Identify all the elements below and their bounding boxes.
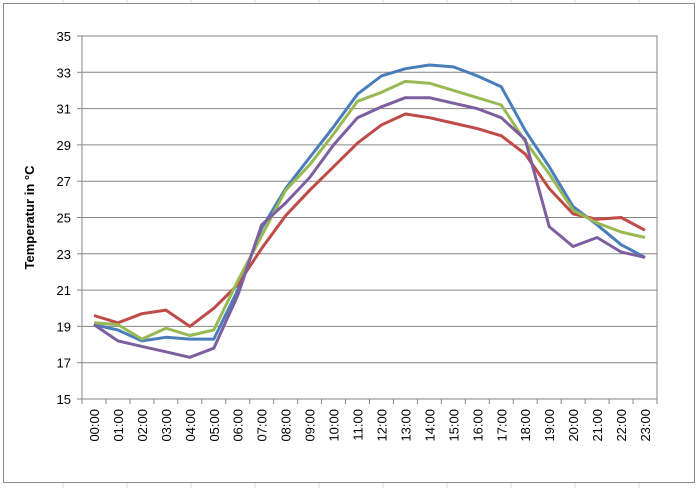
y-tick-label: 17 [57,356,71,371]
y-axis-title: Temperatur in °C [22,165,37,270]
x-tick-label: 23:00 [638,409,653,442]
x-tick-label: 20:00 [566,409,581,442]
x-tick-label: 01:00 [111,409,126,442]
series-line-3[interactable] [93,79,646,341]
x-tick-label: 05:00 [207,409,222,442]
x-tick-label: 17:00 [494,409,509,442]
y-tick-label: 23 [57,247,71,262]
x-tick-label: 12:00 [374,409,389,442]
y-tick-label: 21 [57,283,71,298]
x-tick-label: 03:00 [159,409,174,442]
x-tick-label: 00:00 [87,409,102,442]
y-tick-label: 19 [57,319,71,334]
y-tick-label: 29 [57,138,71,153]
series-group [93,63,646,359]
x-tick-label: 11:00 [351,409,366,441]
series-line-1[interactable] [93,63,646,343]
x-tick-label: 06:00 [231,409,246,442]
x-tick-label: 02:00 [135,409,150,442]
x-tick-label: 13:00 [398,409,413,442]
x-tick-label: 15:00 [446,409,461,442]
y-tick-label: 35 [57,29,71,44]
y-tick-label: 15 [57,392,71,407]
series-line-4[interactable] [93,96,646,359]
x-tick-label: 14:00 [422,409,437,442]
y-tick-label: 31 [57,102,71,117]
x-tick-label: 09:00 [303,409,318,442]
x-axis: 00:00 01:00 02:00 03:00 04:00 05:00 06:00 07:00… [81,399,658,442]
x-tick-label: 19:00 [542,409,557,442]
x-tick-label: 21:00 [590,409,605,442]
x-tick-label: 22:00 [614,409,629,442]
line-chart: 15 17 19 21 23 25 27 29 31 33 35 00:00 01:00 02:00 03… [22,29,658,442]
y-tick-label: 33 [57,65,71,80]
gridlines [82,71,657,364]
y-tick-label: 27 [57,174,71,189]
x-tick-label: 08:00 [279,409,294,442]
x-tick-label: 04:00 [183,409,198,442]
x-tick-label: 10:00 [327,409,342,442]
y-tick-label: 25 [57,211,71,226]
x-tick-label: 07:00 [255,409,270,442]
x-tick-label: 16:00 [470,409,485,442]
chart-area[interactable]: 15 17 19 21 23 25 27 29 31 33 35 00:00 01:00 02:00 03… [3,3,695,483]
x-tick-label: 18:00 [518,409,533,442]
series-line-2[interactable] [93,112,646,328]
y-axis: 15 17 19 21 23 25 27 29 31 33 35 [57,29,82,407]
